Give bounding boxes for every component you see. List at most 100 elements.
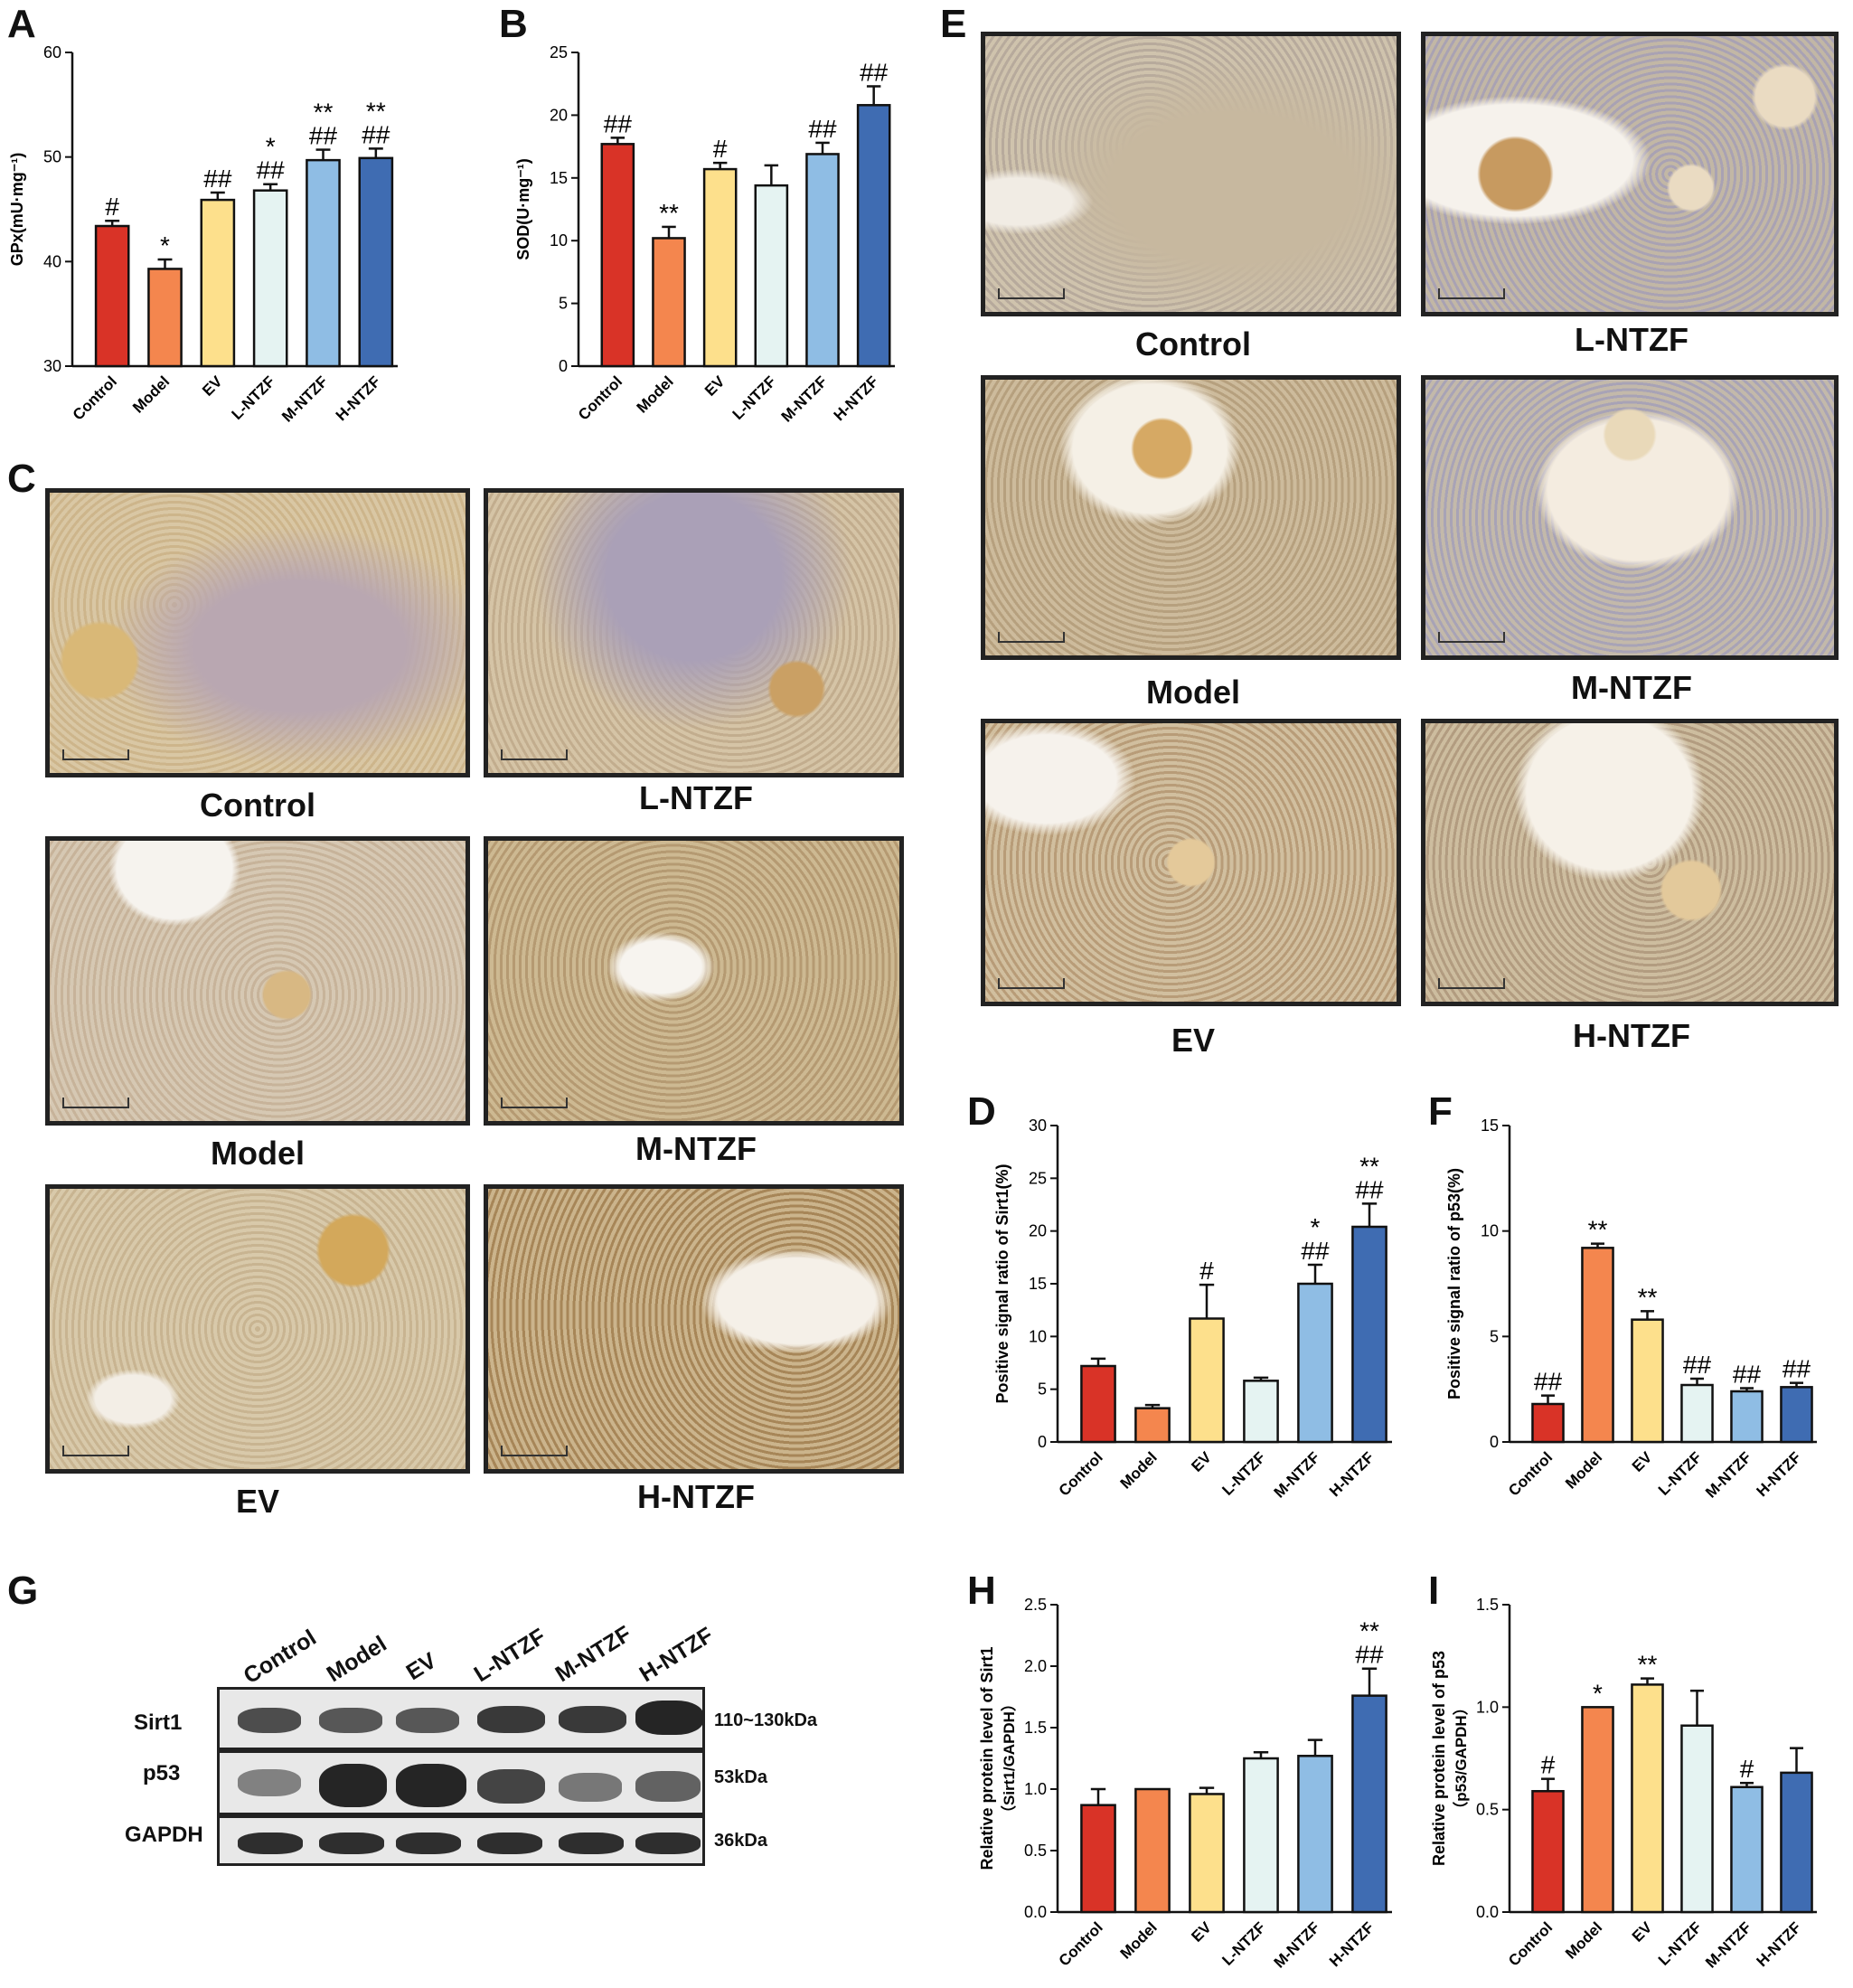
panel-letter-g: G: [7, 1569, 39, 1613]
blot-lane-label-m-ntzf: M-NTZF: [550, 1621, 636, 1688]
panel-letter-i: I: [1428, 1569, 1440, 1613]
significance-mark-model: **: [659, 199, 679, 227]
blot-lane-label-model: Model: [322, 1631, 391, 1688]
significance-mark-control: ##: [1534, 1368, 1563, 1396]
y-tick-label: 50: [43, 148, 61, 166]
significance-mark-h-ntzf: ##: [1782, 1355, 1811, 1383]
x-tick-label-m-ntzf: M-NTZF: [1271, 1918, 1323, 1971]
x-tick-label-ev: EV: [199, 372, 226, 400]
y-tick-label: 20: [1029, 1222, 1047, 1240]
micrograph-c-control: [45, 488, 470, 777]
y-tick-label: 15: [1481, 1116, 1499, 1135]
chart-b-sod: 0 5 10 15 20 25 SOD(U·mg⁻¹) ## Control ** Model # EV…: [514, 43, 895, 426]
x-tick-label-control: Control: [575, 372, 626, 423]
y-axis-label-secondary: （Sirt1/GAPDH）: [1000, 1696, 1018, 1821]
x-tick-label-h-ntzf: H-NTZF: [1753, 1918, 1804, 1970]
significance-mark-h-ntzf: **: [1359, 1152, 1379, 1180]
significance-mark-model: **: [1588, 1216, 1608, 1244]
x-tick-label-control: Control: [70, 372, 120, 423]
bar-ev: [200, 198, 236, 368]
y-tick-label: 30: [1029, 1116, 1047, 1135]
blot-p53: [217, 1750, 705, 1815]
y-tick-label: 0.5: [1476, 1801, 1499, 1819]
y-tick-label: 25: [550, 43, 568, 61]
x-tick-label-m-ntzf: M-NTZF: [1702, 1918, 1754, 1971]
significance-mark-m-ntzf: ##: [309, 122, 338, 150]
panel-letter-d: D: [967, 1089, 996, 1134]
chart-d-sirt1-ihc: 0 5 10 15 20 25 30 Positive signal ratio of Sir…: [993, 1116, 1392, 1502]
bar-model: [147, 268, 183, 368]
x-tick-label-l-ntzf: L-NTZF: [1218, 1918, 1268, 1968]
y-tick-label: 0.0: [1476, 1903, 1499, 1921]
bar-h-ntzf: [1351, 1225, 1387, 1444]
significance-mark-m-ntzf: ##: [1733, 1361, 1762, 1389]
blot-row-label-gapdh: GAPDH: [125, 1823, 203, 1847]
micrograph-c-l-ntzf: [484, 488, 904, 777]
bar-control: [1080, 1804, 1116, 1914]
x-tick-label-l-ntzf: L-NTZF: [1218, 1448, 1268, 1498]
y-tick-label: 60: [43, 43, 61, 61]
significance-mark-ev: ##: [203, 165, 232, 193]
blot-lane-label-control: Control: [239, 1625, 321, 1690]
x-tick-label-m-ntzf: M-NTZF: [778, 372, 831, 425]
y-tick-label: 40: [43, 252, 61, 270]
blot-kda-gapdh: 36kDa: [714, 1831, 767, 1851]
blot-lane-label-ev: EV: [401, 1647, 441, 1686]
bar-h-ntzf: [1780, 1386, 1813, 1444]
y-axis-label: Positive signal ratio of p53(%): [1445, 1168, 1463, 1399]
bar-m-ntzf: [1730, 1785, 1764, 1914]
micrograph-c-h-ntzf: [484, 1184, 904, 1474]
x-tick-label-ev: EV: [701, 372, 729, 400]
micrograph-c-label-h-ntzf: H-NTZF: [637, 1478, 755, 1515]
chart-i-p53-wb: 0.0 0.5 1.0 1.5 Relative protein level of p5…: [1430, 1596, 1817, 1972]
micrograph-e-label-ev: EV: [1171, 1022, 1216, 1059]
micrograph-e-h-ntzf: [1421, 719, 1839, 1006]
bar-control: [600, 143, 635, 368]
micrograph-c-label-l-ntzf: L-NTZF: [639, 779, 753, 816]
x-tick-label-model: Model: [1117, 1918, 1161, 1962]
y-tick-label: 1.5: [1476, 1596, 1499, 1614]
y-axis-label: Relative protein level of Sirt1: [978, 1646, 996, 1870]
significance-mark-l-ntzf: ##: [1683, 1351, 1712, 1379]
bar-control: [1531, 1402, 1565, 1444]
x-tick-label-h-ntzf: H-NTZF: [1326, 1918, 1378, 1970]
x-tick-label-l-ntzf: L-NTZF: [228, 372, 277, 422]
bar-model: [1134, 1787, 1171, 1914]
significance-mark-ev: **: [1638, 1651, 1658, 1679]
micrograph-c-label-control: Control: [200, 787, 315, 824]
x-tick-label-ev: EV: [1188, 1448, 1215, 1475]
chart-a-gpx: 30 40 50 60 GPx(mU·mg⁻¹) # Control * Model ## EV ##…: [8, 43, 398, 426]
micrograph-e-label-l-ntzf: L-NTZF: [1575, 321, 1688, 358]
bar-control: [1531, 1790, 1565, 1914]
y-tick-label: 0: [1490, 1433, 1499, 1451]
x-tick-label-l-ntzf: L-NTZF: [729, 372, 779, 422]
bar-h-ntzf: [1780, 1771, 1813, 1914]
micrograph-c-ev: [45, 1184, 470, 1474]
bar-model: [1134, 1407, 1171, 1444]
bar-h-ntzf: [856, 104, 891, 368]
x-tick-label-m-ntzf: M-NTZF: [278, 372, 331, 425]
x-tick-label-model: Model: [1117, 1448, 1161, 1492]
chart-h-sirt1-wb: 0.0 0.5 1.0 1.5 2.0 2.5 Relative protein level…: [978, 1596, 1392, 1972]
bar-control: [1080, 1364, 1116, 1444]
significance-mark-ev: **: [1638, 1283, 1658, 1311]
x-tick-label-model: Model: [129, 372, 173, 416]
y-tick-label: 15: [1029, 1275, 1047, 1293]
bar-l-ntzf: [252, 189, 288, 368]
significance-mark-m-ntzf: ##: [1301, 1237, 1330, 1265]
panel-letter-a: A: [7, 2, 36, 46]
x-tick-label-h-ntzf: H-NTZF: [831, 372, 882, 424]
y-tick-label: 20: [550, 106, 568, 124]
bar-h-ntzf: [358, 156, 394, 368]
y-tick-label: 0.0: [1024, 1903, 1047, 1921]
blot-sirt1: [217, 1687, 705, 1750]
blot-kda-sirt1: 110~130kDa: [714, 1710, 818, 1730]
micrograph-c-label-model: Model: [211, 1135, 305, 1172]
y-axis-label: Relative protein level of p53: [1430, 1651, 1448, 1866]
bar-control: [94, 224, 130, 368]
y-tick-label: 1.0: [1024, 1780, 1047, 1798]
bar-l-ntzf: [1680, 1383, 1714, 1444]
significance-mark-m-ntzf: **: [314, 99, 334, 127]
y-tick-label: 25: [1029, 1169, 1047, 1187]
panel-letter-f: F: [1428, 1089, 1453, 1134]
